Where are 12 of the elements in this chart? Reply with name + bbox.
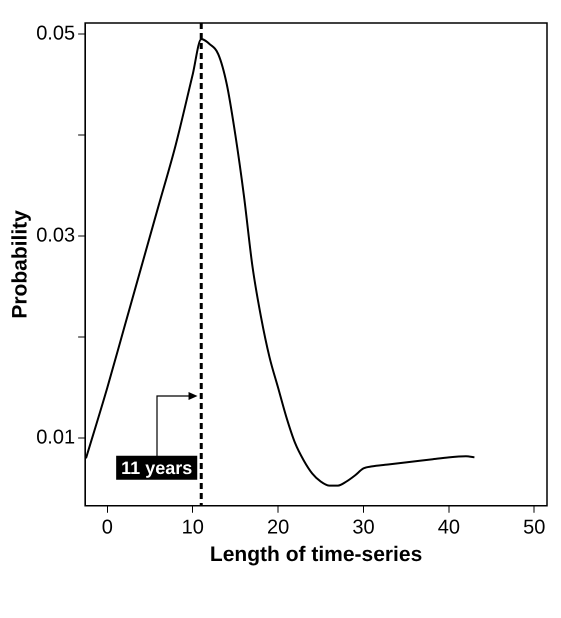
y-tick-label: 0.03 xyxy=(36,224,76,247)
x-tick-label: 50 xyxy=(523,516,546,538)
y-axis-title: Probability xyxy=(8,210,32,319)
x-tick-label: 20 xyxy=(266,516,290,538)
x-tick-label: 10 xyxy=(182,516,204,538)
x-tick-label: 0 xyxy=(102,516,113,538)
ref-line-label: 11 years xyxy=(121,458,192,478)
y-tick-label: 0.05 xyxy=(36,22,76,45)
x-tick-label: 30 xyxy=(352,516,375,538)
x-axis-title: Length of time-series xyxy=(210,543,422,566)
y-tick-label: 0.01 xyxy=(36,426,76,449)
x-tick-label: 40 xyxy=(438,516,460,538)
